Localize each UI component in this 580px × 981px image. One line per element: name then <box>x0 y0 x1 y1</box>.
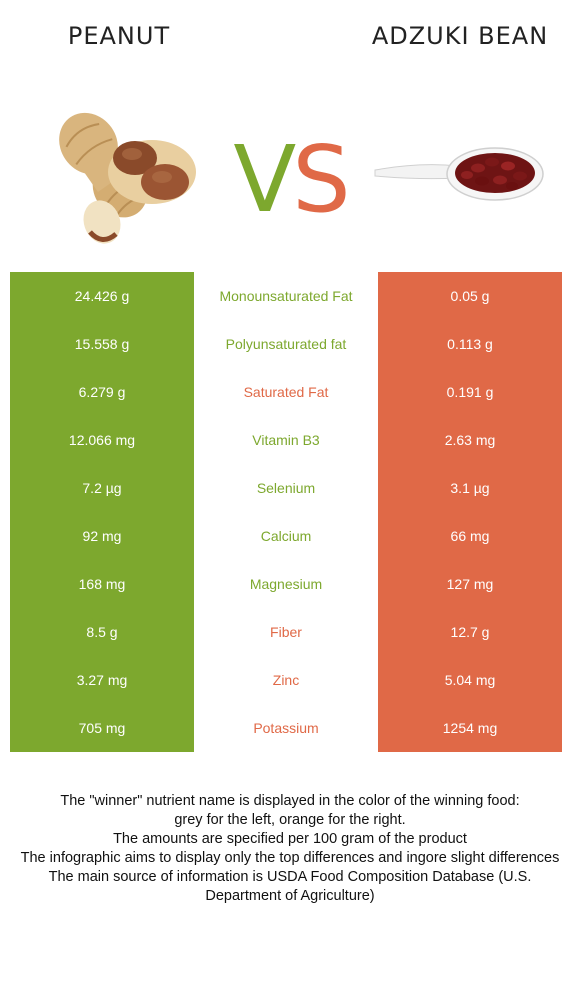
table-row: 705 mg Potassium 1254 mg <box>0 704 580 752</box>
right-value: 127 mg <box>446 576 494 592</box>
left-value: 8.5 g <box>86 624 118 640</box>
nutrient-name: Vitamin B3 <box>252 432 320 448</box>
table-row: 3.27 mg Zinc 5.04 mg <box>0 656 580 704</box>
left-food-title: PEANUT <box>67 22 171 50</box>
right-value: 12.7 g <box>450 624 490 640</box>
nutrient-name: Magnesium <box>249 576 323 592</box>
nutrient-name: Selenium <box>256 480 316 496</box>
nutrient-name: Zinc <box>272 672 300 688</box>
nutrient-name: Potassium <box>253 720 319 736</box>
table-row: 168 mg Magnesium 127 mg <box>0 560 580 608</box>
table-row: 24.426 g Monounsaturated Fat 0.05 g <box>0 272 580 320</box>
vs-v: V <box>233 126 296 233</box>
adzuki-bean-spoon-image <box>370 140 550 210</box>
right-value: 0.05 g <box>450 288 490 304</box>
footer-line: grey for the left, orange for the right. <box>174 812 406 828</box>
left-value: 3.27 mg <box>76 672 128 688</box>
table-row: 15.558 g Polyunsaturated fat 0.113 g <box>0 320 580 368</box>
right-value: 0.191 g <box>446 384 494 400</box>
vs-s: S <box>292 126 350 233</box>
footer-line: The "winner" nutrient name is displayed … <box>60 793 520 809</box>
right-value: 2.63 mg <box>444 432 496 448</box>
right-value: 1254 mg <box>442 720 498 736</box>
left-value: 92 mg <box>82 528 122 544</box>
right-column-background <box>378 272 562 752</box>
peanut-image <box>40 100 200 250</box>
right-value: 5.04 mg <box>444 672 496 688</box>
right-food-title: ADZUKI BEAN <box>371 22 549 50</box>
right-value: 3.1 µg <box>450 480 490 496</box>
left-value: 12.066 mg <box>68 432 136 448</box>
comparison-table: 24.426 g Monounsaturated Fat 0.05 g 15.5… <box>0 272 580 752</box>
left-value: 24.426 g <box>74 288 130 304</box>
nutrient-name: Saturated Fat <box>243 384 329 400</box>
table-row: 92 mg Calcium 66 mg <box>0 512 580 560</box>
left-value: 168 mg <box>78 576 126 592</box>
table-row: 12.066 mg Vitamin B3 2.63 mg <box>0 416 580 464</box>
footer-line: The infographic aims to display only the… <box>20 850 560 866</box>
left-value: 7.2 µg <box>82 480 122 496</box>
left-column-background <box>10 272 194 752</box>
nutrient-name: Polyunsaturated fat <box>225 336 347 352</box>
nutrient-name: Monounsaturated Fat <box>219 288 353 304</box>
left-value: 15.558 g <box>74 336 130 352</box>
footer-notes: The "winner" nutrient name is displayed … <box>10 792 570 906</box>
nutrient-name: Fiber <box>270 624 302 640</box>
footer-line: The amounts are specified per 100 gram o… <box>113 831 467 847</box>
left-value: 705 mg <box>78 720 126 736</box>
table-row: 6.279 g Saturated Fat 0.191 g <box>0 368 580 416</box>
nutrient-name: Calcium <box>260 528 312 544</box>
footer-line: The main source of information is USDA F… <box>48 869 532 904</box>
right-value: 66 mg <box>450 528 490 544</box>
left-value: 6.279 g <box>78 384 126 400</box>
vs-label: VS <box>220 130 360 230</box>
right-value: 0.113 g <box>447 336 493 352</box>
table-row: 8.5 g Fiber 12.7 g <box>0 608 580 656</box>
table-row: 7.2 µg Selenium 3.1 µg <box>0 464 580 512</box>
